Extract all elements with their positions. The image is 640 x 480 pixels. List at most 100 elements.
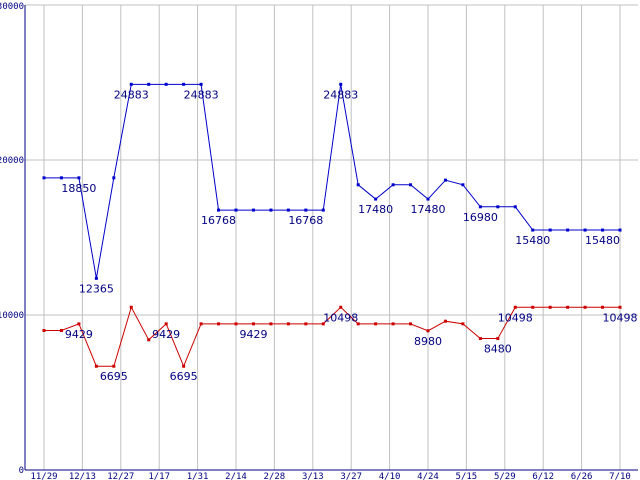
series-1-data-label: 15480 — [585, 234, 620, 247]
series-2-data-label: 8980 — [414, 335, 442, 348]
series-1-point — [286, 208, 290, 212]
series-1-point — [147, 82, 151, 86]
series-1-point — [496, 205, 500, 209]
series-1-point — [618, 228, 622, 232]
x-tick-label: 1/17 — [148, 472, 170, 480]
series-2-point — [129, 305, 133, 309]
series-2-data-label: 10498 — [323, 311, 358, 324]
series-2-point — [182, 364, 186, 368]
series-1-point — [199, 82, 203, 86]
y-tick-label: 20000 — [0, 156, 24, 166]
series-layer — [42, 82, 622, 368]
series-2-point — [42, 329, 46, 332]
series-2-point — [339, 305, 343, 309]
series-1-point — [234, 208, 238, 212]
series-1-point — [42, 176, 46, 180]
series-2-point — [583, 305, 587, 309]
series-1-point — [59, 176, 63, 180]
series-1-point — [112, 176, 116, 180]
series-2-data-label: 6695 — [170, 370, 198, 383]
series-1-point — [426, 197, 430, 201]
series-2-point — [391, 322, 395, 326]
series-1-point — [409, 183, 413, 187]
x-tick-label: 2/28 — [264, 472, 286, 480]
series-2-data-label: 6695 — [100, 370, 128, 383]
series-2-point — [496, 337, 500, 341]
series-2-point — [77, 322, 81, 326]
series-1-data-label: 17480 — [358, 203, 393, 216]
series-1-point — [374, 197, 378, 201]
series-2-point — [112, 364, 116, 368]
series-1-point — [583, 228, 587, 232]
series-2-point — [356, 322, 360, 326]
series-2-point — [409, 322, 413, 326]
series-2-point — [59, 329, 63, 332]
y-tick-label: 0 — [19, 466, 24, 476]
series-2-point — [461, 322, 465, 326]
series-1-data-label: 16980 — [463, 211, 498, 224]
series-1-point — [339, 82, 343, 86]
series-1-point — [531, 228, 535, 232]
series-2-point — [426, 329, 430, 333]
x-tick-label: 3/13 — [302, 472, 324, 480]
series-1-point — [251, 208, 255, 212]
series-2-point — [304, 322, 308, 326]
series-1-data-label: 12365 — [79, 282, 114, 295]
x-tick-label: 6/26 — [571, 472, 593, 480]
x-tick-label: 6/12 — [532, 472, 554, 480]
series-1-point — [513, 205, 517, 209]
series-2-point — [251, 322, 255, 326]
series-1-point — [94, 276, 98, 280]
series-2-point — [234, 322, 238, 326]
series-1-point — [566, 228, 570, 232]
series-2-point — [286, 322, 290, 326]
series-1-point — [304, 208, 308, 212]
series-1-data-label: 24883 — [323, 88, 358, 101]
series-1-point — [391, 183, 395, 187]
x-tick-label: 12/13 — [69, 472, 96, 480]
x-tick-label: 5/15 — [456, 472, 478, 480]
grid — [25, 4, 638, 471]
series-1-point — [548, 228, 552, 232]
x-tick-label: 4/10 — [379, 472, 401, 480]
data-labels: 18850 12365 24883 24883 16768 16768 24883 17480… — [61, 88, 637, 383]
y-tick-label: 10000 — [0, 311, 24, 321]
series-2-point — [217, 322, 221, 326]
series-1-point — [321, 208, 325, 212]
series-1-line — [44, 83, 620, 279]
series-1-point — [164, 82, 168, 86]
series-1-point — [217, 208, 221, 212]
x-tick-label: 2/14 — [225, 472, 247, 480]
series-2-point — [531, 305, 535, 309]
series-1-point — [77, 176, 81, 180]
series-1-data-label: 17480 — [411, 203, 446, 216]
series-1-point — [461, 183, 465, 187]
series-1-point — [601, 228, 605, 232]
series-1-point — [182, 82, 186, 86]
series-2-point — [478, 337, 482, 341]
series-2-point — [269, 322, 273, 326]
series-2-line — [44, 305, 620, 368]
series-2-point — [321, 322, 325, 326]
x-tick-label: 12/27 — [107, 472, 134, 480]
series-2-data-label: 10498 — [498, 311, 533, 324]
y-tick-label: 30000 — [0, 2, 24, 12]
series-1-data-label: 24883 — [114, 88, 149, 101]
series-2-point — [601, 305, 605, 309]
x-tick-label: 3/27 — [340, 472, 362, 480]
x-tick-label: 4/24 — [417, 472, 439, 480]
x-tick-label: 7/10 — [609, 472, 631, 480]
series-1-point — [478, 205, 482, 209]
series-2-data-label: 8480 — [484, 343, 512, 356]
series-1-point — [129, 82, 133, 86]
series-2-point — [443, 319, 447, 323]
series-2-point — [94, 364, 98, 368]
series-2-point — [164, 322, 168, 326]
series-2-point — [566, 305, 570, 309]
series-2-data-label: 10498 — [603, 311, 638, 324]
series-1-data-label: 18850 — [61, 182, 96, 195]
series-1-point — [356, 183, 360, 187]
